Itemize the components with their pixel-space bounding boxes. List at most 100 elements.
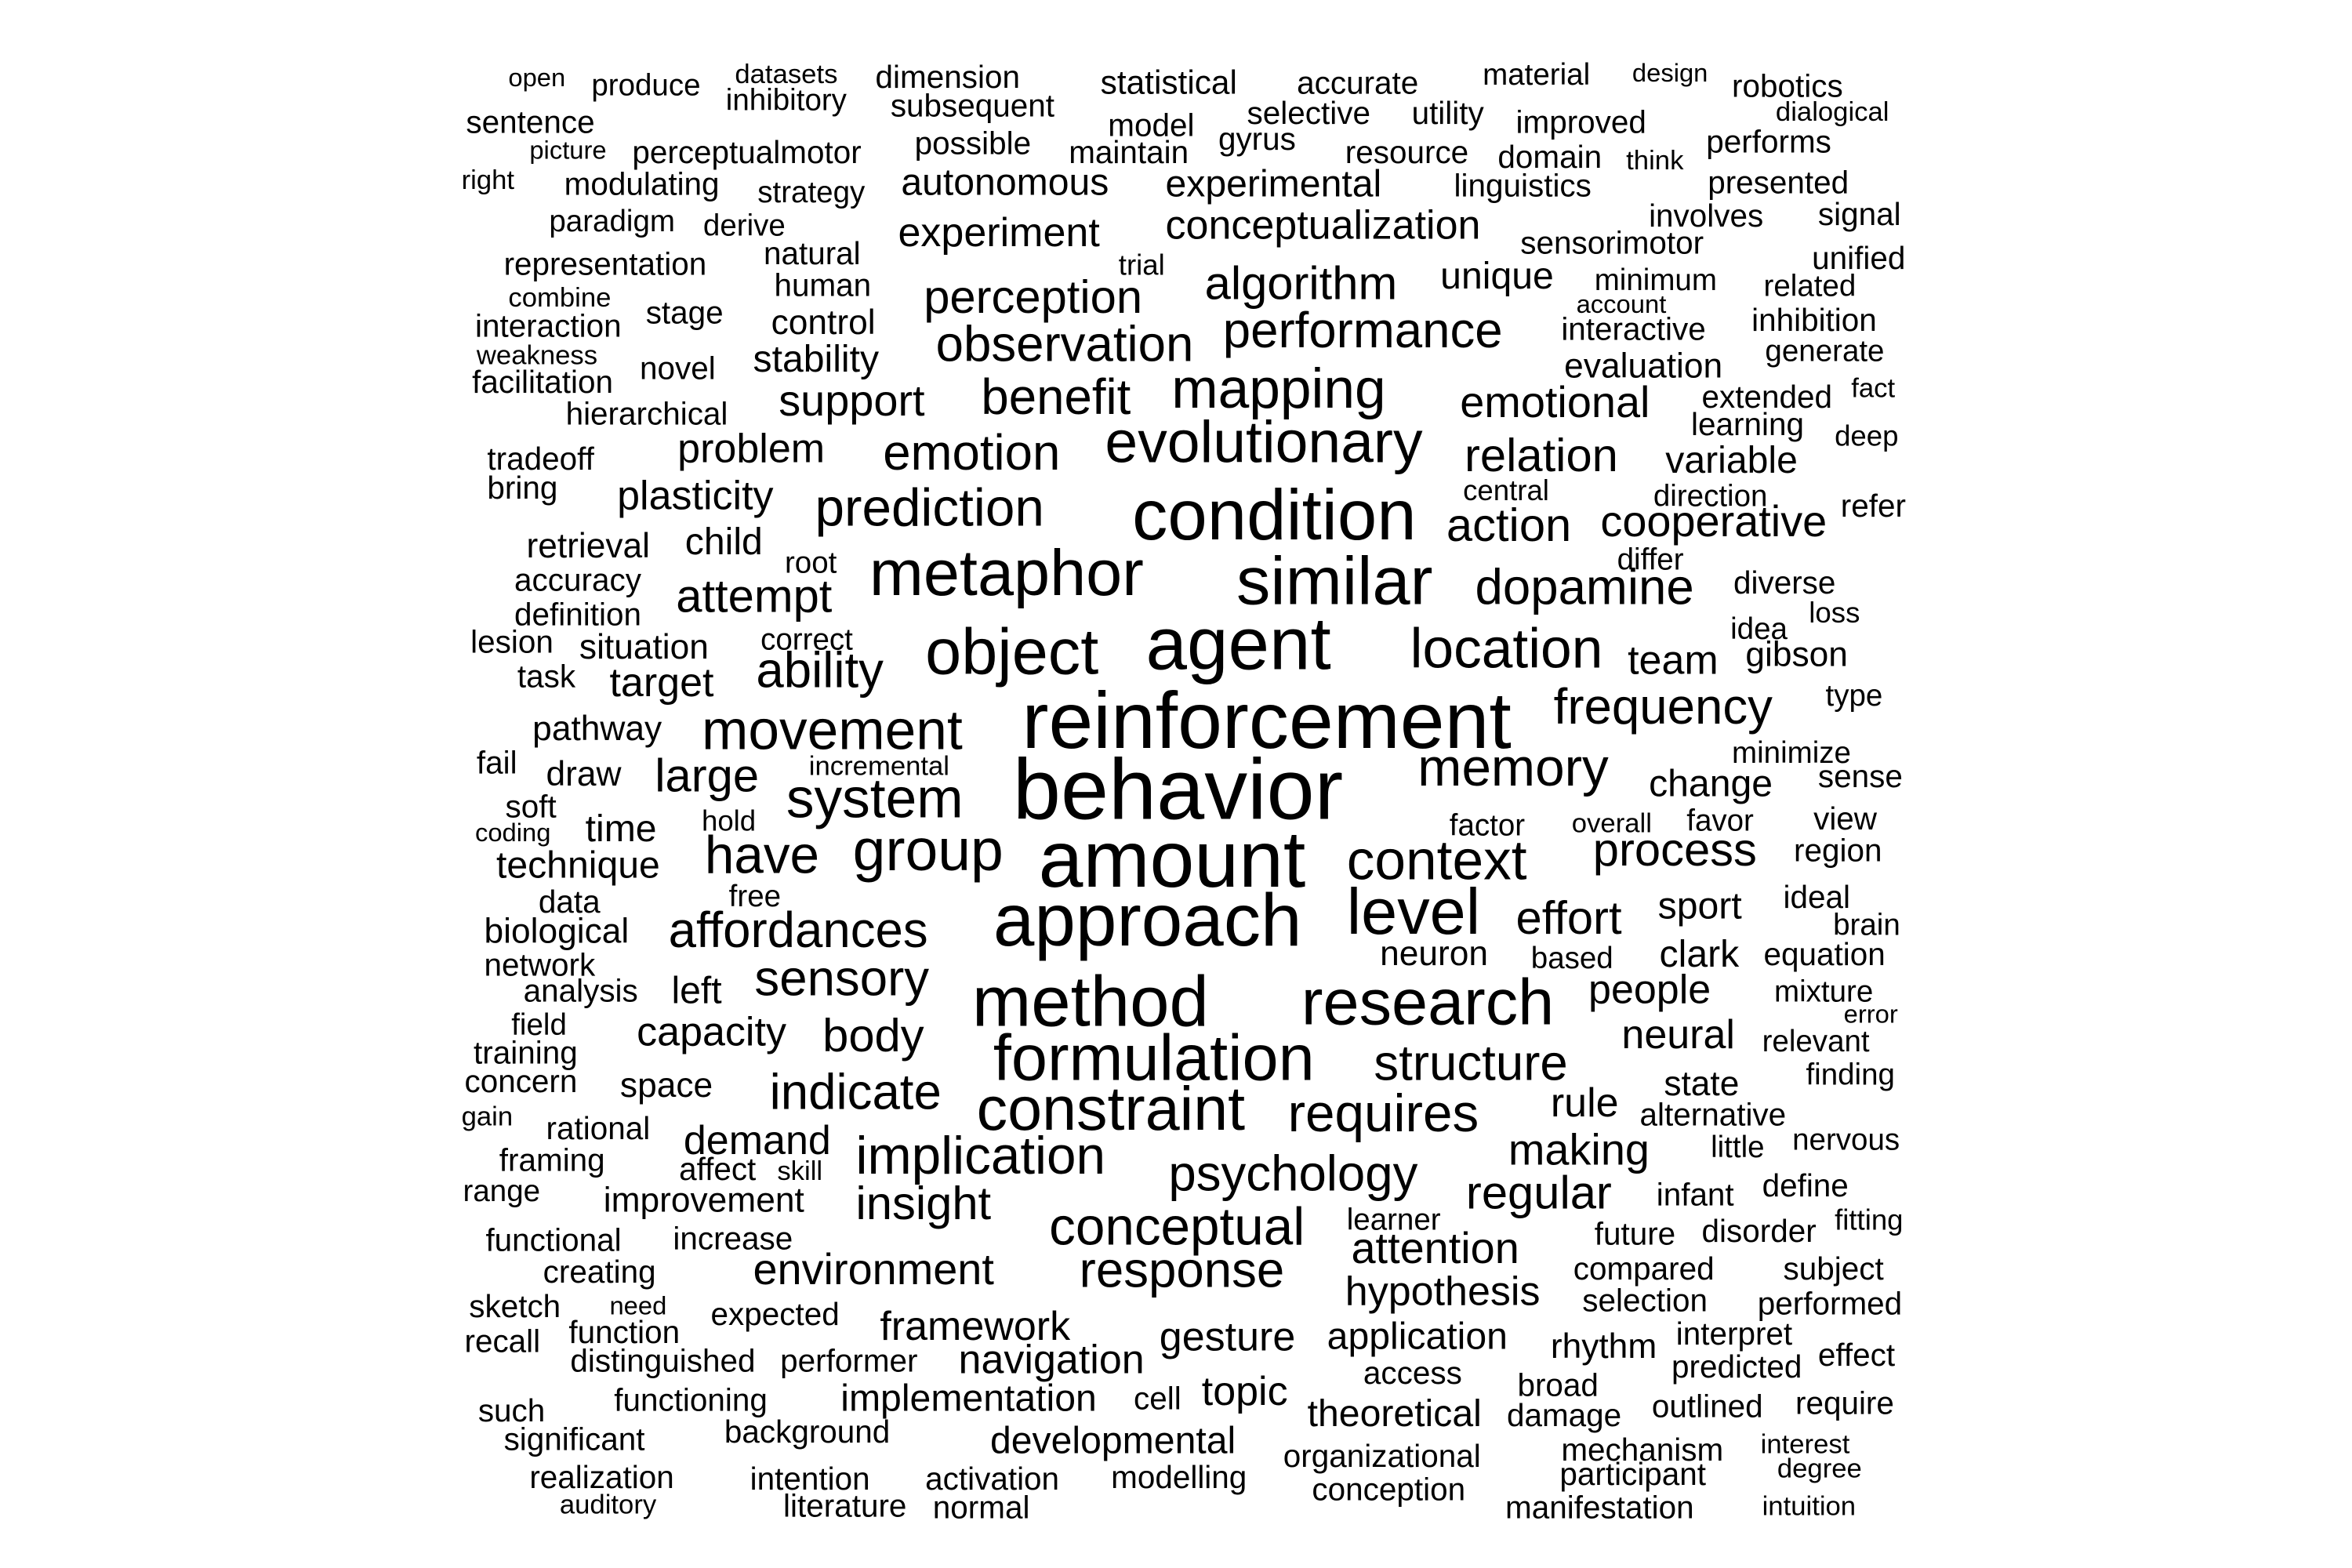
cloud-word: human	[774, 267, 871, 303]
cloud-word: linguistics	[1454, 167, 1592, 203]
cloud-word: prediction	[815, 479, 1044, 538]
cloud-word: emotional	[1460, 377, 1650, 426]
cloud-word: subject	[1784, 1250, 1884, 1287]
cloud-word: strategy	[757, 176, 866, 209]
cloud-word: hierarchical	[566, 395, 728, 431]
cloud-word: context	[1347, 829, 1527, 891]
cloud-word: such	[478, 1392, 545, 1428]
cloud-word: outlined	[1652, 1388, 1763, 1424]
cloud-word: generate	[1765, 335, 1884, 368]
cloud-word: resource	[1345, 134, 1468, 170]
cloud-word: natural	[764, 235, 861, 271]
cloud-word: conception	[1312, 1471, 1465, 1507]
cloud-word: effect	[1818, 1337, 1895, 1373]
cloud-word: gyrus	[1218, 121, 1296, 157]
cloud-word: involves	[1649, 198, 1763, 234]
cloud-word: accurate	[1297, 64, 1418, 100]
cloud-word: biological	[485, 912, 630, 950]
cloud-word: organizational	[1283, 1438, 1481, 1474]
cloud-word: mechanism	[1561, 1432, 1723, 1468]
cloud-word: learning	[1691, 406, 1804, 442]
cloud-word: inhibitory	[726, 84, 848, 118]
cloud-word: hypothesis	[1345, 1269, 1541, 1315]
cloud-word: access	[1363, 1355, 1462, 1391]
cloud-word: future	[1595, 1216, 1675, 1252]
cloud-word: perception	[924, 270, 1142, 323]
cloud-word: support	[779, 376, 925, 425]
cloud-word: change	[1649, 762, 1773, 804]
cloud-word: attempt	[676, 569, 833, 622]
cloud-word: time	[586, 808, 657, 850]
cloud-word: dimension	[876, 59, 1020, 95]
cloud-word: relevant	[1762, 1025, 1870, 1058]
cloud-word: idea	[1730, 612, 1788, 646]
cloud-word: possible	[915, 125, 1031, 162]
cloud-word: theoretical	[1308, 1392, 1482, 1435]
cloud-word: developmental	[990, 1420, 1236, 1462]
cloud-word: location	[1410, 618, 1603, 681]
cloud-word: evaluation	[1564, 347, 1722, 386]
cloud-word: inhibition	[1751, 302, 1877, 338]
cloud-word: dialogical	[1776, 97, 1889, 127]
cloud-word: child	[685, 521, 763, 563]
cloud-word: have	[705, 826, 819, 885]
cloud-word: design	[1632, 58, 1708, 87]
cloud-word: error	[1844, 999, 1898, 1028]
cloud-word: lesion	[470, 623, 554, 659]
cloud-word: conceptual	[1049, 1198, 1305, 1257]
cloud-word: intention	[750, 1461, 870, 1497]
cloud-word: target	[609, 660, 714, 706]
cloud-word: experimental	[1166, 162, 1382, 205]
cloud-word: regular	[1466, 1166, 1612, 1218]
cloud-word: define	[1762, 1167, 1849, 1203]
cloud-word: increase	[673, 1220, 793, 1256]
cloud-word: environment	[753, 1244, 995, 1294]
cloud-word: amount	[1039, 815, 1306, 904]
cloud-word: statistical	[1101, 64, 1237, 100]
cloud-word: demand	[684, 1118, 831, 1163]
cloud-word: root	[785, 546, 837, 579]
cloud-word: trial	[1119, 249, 1165, 281]
cloud-word: draw	[546, 755, 622, 793]
cloud-word: gesture	[1160, 1315, 1296, 1360]
cloud-word: network	[485, 947, 596, 983]
cloud-word: correct	[760, 623, 853, 657]
cloud-word: right	[462, 165, 515, 195]
cloud-word: behavior	[1013, 742, 1343, 837]
cloud-word: fail	[477, 745, 517, 781]
cloud-word: functioning	[614, 1382, 768, 1418]
cloud-word: group	[853, 817, 1004, 883]
cloud-word: analysis	[524, 972, 638, 1008]
cloud-word: accuracy	[514, 561, 642, 597]
cloud-word: based	[1531, 942, 1613, 975]
cloud-word: realization	[529, 1459, 673, 1495]
cloud-word: formulation	[993, 1022, 1315, 1094]
cloud-word: process	[1593, 823, 1757, 876]
cloud-word: normal	[933, 1489, 1030, 1525]
cloud-word: approach	[993, 880, 1302, 962]
cloud-word: definition	[514, 597, 641, 633]
cloud-word: learner	[1347, 1203, 1441, 1236]
cloud-word: relation	[1465, 429, 1618, 481]
cloud-word: domain	[1497, 139, 1602, 175]
cloud-word: functional	[485, 1221, 621, 1258]
cloud-word: mixture	[1774, 975, 1873, 1008]
cloud-word: degree	[1777, 1454, 1862, 1483]
cloud-word: ideal	[1784, 879, 1850, 915]
cloud-word: sketch	[469, 1288, 561, 1324]
cloud-word: unique	[1440, 255, 1554, 297]
cloud-word: require	[1795, 1385, 1894, 1421]
cloud-word: loss	[1809, 597, 1860, 629]
cloud-word: infant	[1657, 1177, 1734, 1213]
cloud-word: background	[724, 1414, 890, 1450]
cloud-word: emotion	[883, 425, 1060, 481]
cloud-word: factor	[1450, 809, 1526, 843]
cloud-word: conceptualization	[1166, 202, 1481, 248]
cloud-word: minimum	[1595, 263, 1717, 297]
cloud-word: predicted	[1671, 1348, 1802, 1385]
cloud-word: distinguished	[570, 1343, 755, 1379]
cloud-word: gibson	[1745, 636, 1848, 674]
cloud-word: signal	[1818, 196, 1901, 232]
cloud-word: manifestation	[1505, 1489, 1694, 1525]
cloud-word: people	[1588, 967, 1711, 1012]
